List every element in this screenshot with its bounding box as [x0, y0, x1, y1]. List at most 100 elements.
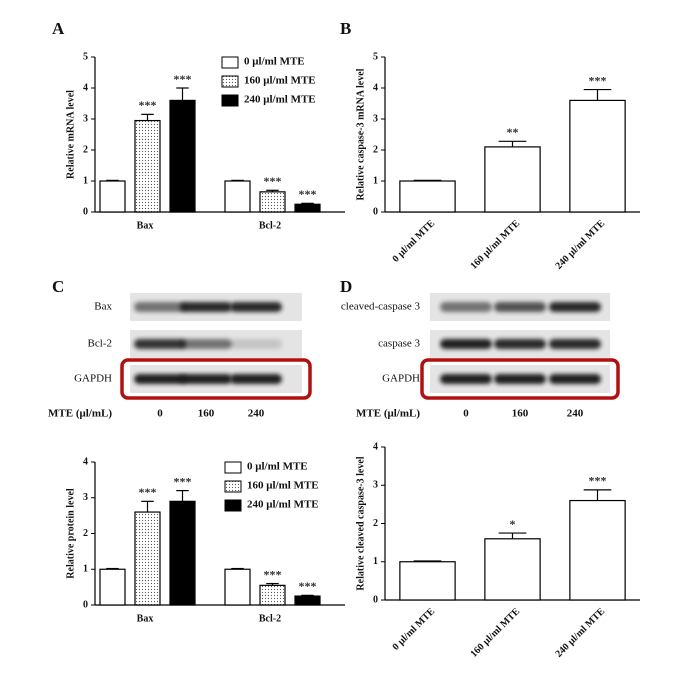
- lane-label: 240: [248, 408, 265, 420]
- blot-x-label: MTE (μl/mL): [356, 408, 420, 420]
- significance-label: ***: [299, 187, 317, 201]
- blot-band: [549, 302, 601, 312]
- highlight-box: [420, 358, 620, 400]
- blot-row-label: Bax: [94, 301, 112, 313]
- x-tick-label: Bax: [137, 220, 154, 231]
- x-tick-label: 240 μl/ml MTE: [553, 606, 607, 660]
- y-tick-label: 2: [373, 518, 378, 529]
- legend-label: 0 μl/ml MTE: [244, 56, 305, 68]
- blot-band: [180, 302, 232, 312]
- bar: [169, 99, 196, 213]
- y-axis-label: Relative caspase-3 mRNA level: [355, 68, 366, 200]
- lane-label: 0: [463, 408, 469, 420]
- blot-band: [180, 374, 232, 384]
- y-tick-label: 2: [373, 144, 378, 155]
- legend-label: 0 μl/ml MTE: [247, 461, 308, 473]
- y-tick-label: 0: [83, 206, 88, 217]
- blot-band: [230, 374, 282, 384]
- y-tick-label: 5: [373, 51, 378, 62]
- blot-row-label: GAPDH: [74, 373, 112, 385]
- significance-label: ***: [139, 485, 157, 499]
- lane-label: 160: [512, 408, 529, 420]
- y-tick-label: 3: [83, 492, 88, 503]
- blot-band: [134, 339, 186, 349]
- significance-label: *: [510, 517, 516, 531]
- bar: [134, 511, 161, 606]
- bar: [169, 500, 196, 606]
- legend-swatch: [224, 499, 242, 512]
- highlight-box: [120, 358, 312, 400]
- x-tick-label: 160 μl/ml MTE: [468, 218, 522, 272]
- blot-row-label: caspase 3: [378, 338, 420, 350]
- y-tick-label: 1: [373, 175, 378, 186]
- y-tick-label: 4: [373, 441, 378, 452]
- panel-label: B: [340, 19, 351, 38]
- blot-band: [440, 339, 492, 349]
- significance-label: ***: [589, 73, 607, 87]
- blot-band: [494, 302, 546, 312]
- y-axis-label: Relative cleaved caspase-3 level: [355, 456, 366, 590]
- bar: [569, 99, 626, 213]
- x-tick-label: 160 μl/ml MTE: [468, 606, 522, 660]
- y-tick-label: 2: [83, 528, 88, 539]
- y-tick-label: 3: [83, 113, 88, 124]
- panel-label: D: [340, 277, 352, 296]
- bar: [399, 180, 456, 213]
- blot-x-label: MTE (μl/mL): [48, 408, 112, 420]
- y-tick-label: 4: [83, 456, 88, 467]
- significance-label: ***: [264, 174, 282, 188]
- blot-band: [134, 374, 186, 384]
- significance-label: ***: [174, 72, 192, 86]
- panel-label: A: [52, 19, 65, 38]
- legend-swatch: [221, 56, 239, 69]
- x-tick-label: 240 μl/ml MTE: [553, 218, 607, 272]
- lane-label: 0: [157, 408, 163, 420]
- bar: [99, 568, 126, 606]
- x-tick-label: Bax: [137, 613, 154, 624]
- panel-label: C: [52, 277, 64, 296]
- bar: [134, 119, 161, 213]
- bar: [259, 191, 286, 213]
- bar: [399, 561, 456, 601]
- blot-row-label: cleaved-caspase 3: [341, 301, 421, 313]
- bar: [224, 568, 251, 606]
- blot-band: [494, 374, 546, 384]
- y-tick-label: 3: [373, 480, 378, 491]
- y-tick-label: 4: [83, 82, 88, 93]
- bar: [294, 595, 321, 606]
- blot-band: [440, 374, 492, 384]
- y-tick-label: 5: [83, 51, 88, 62]
- bar: [224, 180, 251, 213]
- legend-label: 160 μl/ml MTE: [247, 480, 319, 492]
- blot-band: [440, 302, 492, 312]
- blot-band: [230, 339, 282, 349]
- lane-label: 240: [567, 408, 584, 420]
- x-tick-label: Bcl-2: [259, 613, 281, 624]
- blot-row-label: Bcl-2: [88, 338, 112, 350]
- y-tick-label: 3: [373, 113, 378, 124]
- bar: [259, 584, 286, 606]
- y-tick-label: 0: [83, 599, 88, 610]
- blot-band: [549, 374, 601, 384]
- legend-label: 240 μl/ml MTE: [247, 499, 319, 511]
- blot-band: [134, 302, 186, 312]
- x-tick-label: 0 μl/ml MTE: [390, 606, 437, 653]
- x-tick-label: 0 μl/ml MTE: [390, 218, 437, 265]
- significance-label: ***: [589, 474, 607, 488]
- y-tick-label: 4: [373, 82, 378, 93]
- legend-swatch: [224, 461, 242, 474]
- y-axis-label: Relative mRNA level: [65, 90, 76, 179]
- significance-label: **: [507, 125, 519, 139]
- y-tick-label: 1: [83, 564, 88, 575]
- legend-label: 240 μl/ml MTE: [244, 94, 316, 106]
- bar: [99, 180, 126, 213]
- blot-row-label: GAPDH: [382, 373, 420, 385]
- legend-swatch: [224, 480, 242, 493]
- blot-band: [549, 339, 601, 349]
- y-tick-label: 0: [373, 594, 378, 605]
- significance-label: ***: [174, 474, 192, 488]
- y-tick-label: 2: [83, 144, 88, 155]
- x-tick-label: Bcl-2: [259, 220, 281, 231]
- y-tick-label: 1: [83, 175, 88, 186]
